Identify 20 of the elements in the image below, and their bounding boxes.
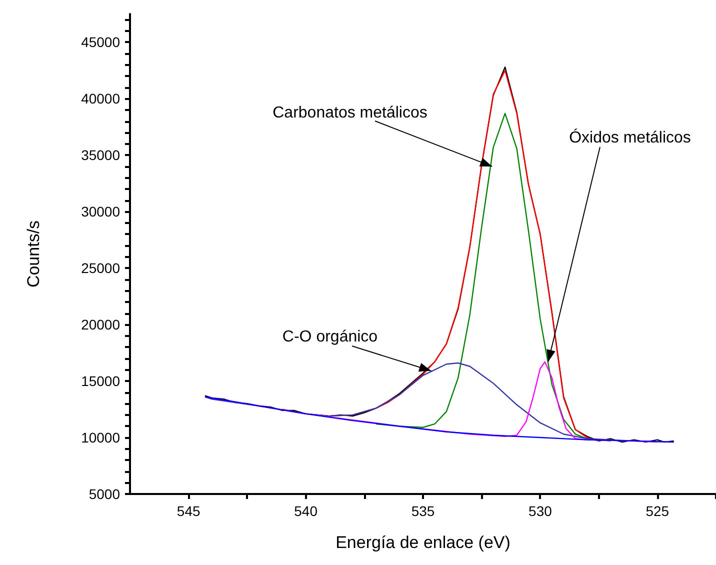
- y-tick-label: 5000: [88, 486, 120, 502]
- x-tick-label: 540: [294, 503, 318, 519]
- y-tick-label: 20000: [81, 316, 120, 333]
- y-tick-label: 25000: [81, 260, 120, 276]
- annotation: Carbonatos metálicos: [272, 104, 428, 122]
- y-axis-title: Counts/s: [24, 220, 43, 288]
- y-tick-label: 40000: [81, 90, 120, 107]
- y-tick-label: 10000: [81, 430, 120, 446]
- y-tick-label: 30000: [81, 204, 120, 220]
- x-tick-label: 535: [411, 503, 435, 519]
- x-tick-label: 545: [176, 503, 200, 519]
- x-axis-title: Energía de enlace (eV): [336, 533, 510, 552]
- line-series: [204, 396, 674, 443]
- x-tick-label: 530: [528, 503, 552, 519]
- annotation: Óxidos metálicos: [569, 128, 691, 146]
- y-tick-label: 15000: [81, 373, 120, 390]
- y-tick-label: 35000: [81, 147, 120, 164]
- y-tick-label: 45000: [81, 34, 120, 50]
- x-tick-label: 525: [646, 503, 670, 519]
- annotation: C-O orgánico: [282, 328, 378, 346]
